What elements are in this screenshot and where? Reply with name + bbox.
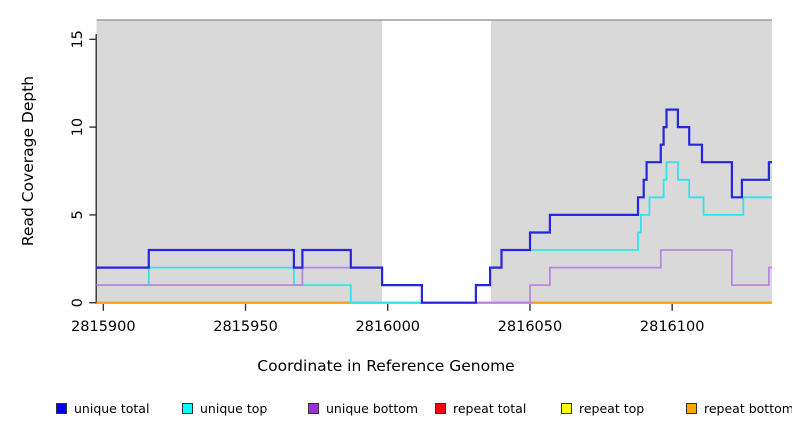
x-tick-label: 2816000 [355,319,420,335]
legend-item-unique-top: unique top [182,401,267,416]
legend-swatch-unique-top [182,403,193,414]
legend-label: repeat top [579,401,645,416]
legend-item-repeat-total: repeat total [435,401,526,416]
legend-label: repeat bottom [704,401,792,416]
legend: unique total unique top unique bottom re… [0,401,792,425]
y-tick-label: 0 [70,298,86,307]
legend-label: unique bottom [326,401,419,416]
legend-swatch-unique-total [56,403,67,414]
legend-item-repeat-top: repeat top [561,401,644,416]
legend-item-unique-total: unique total [56,401,149,416]
x-tick-label: 2816100 [640,319,705,335]
x-tick-label: 2815950 [213,319,278,335]
y-axis-title: Read Coverage Depth [19,75,37,247]
x-tick-label: 2816050 [498,319,563,335]
legend-item-unique-bottom: unique bottom [308,401,418,416]
legend-label: repeat total [453,401,527,416]
legend-swatch-repeat-total [435,403,446,414]
x-tick-label: 2815900 [71,319,136,335]
series-unique-total [96,108,772,304]
y-tick-label: 5 [70,210,86,219]
legend-swatch-repeat-bottom [686,403,697,414]
legend-label: unique total [74,401,150,416]
legend-swatch-unique-bottom [308,403,319,414]
x-axis-title: Coordinate in Reference Genome [257,357,515,375]
legend-swatch-repeat-top [561,403,572,414]
y-tick-label: 10 [70,118,86,136]
legend-item-repeat-bottom: repeat bottom [686,401,792,416]
legend-label: unique top [200,401,268,416]
y-tick-label: 15 [70,30,86,48]
uncovered-white-band [382,19,491,304]
series-unique-top [96,161,772,304]
